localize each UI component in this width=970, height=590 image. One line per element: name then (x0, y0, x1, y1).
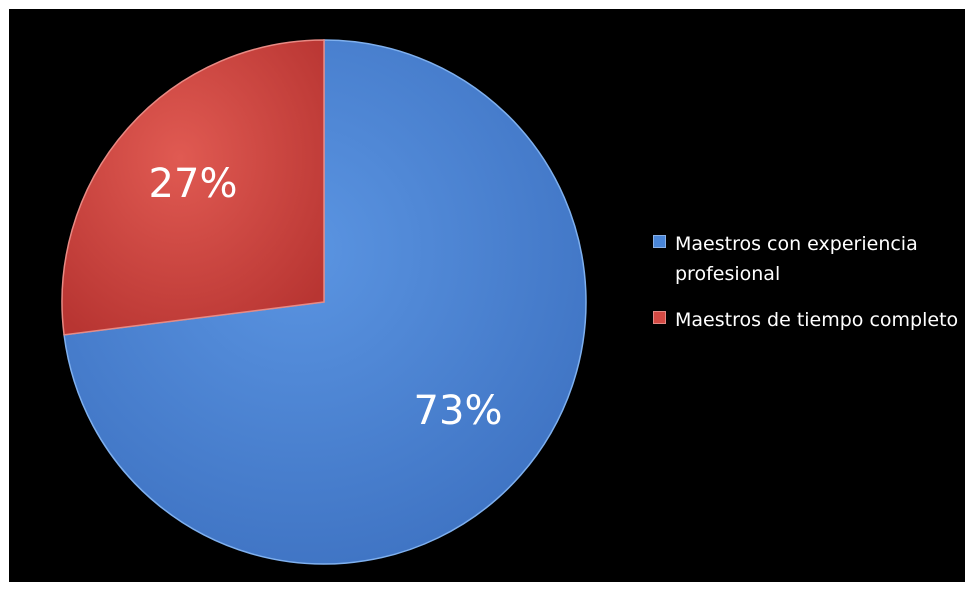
legend-item-tiempo-completo: Maestros de tiempo completo (651, 305, 965, 335)
pie-slice-tiempo-completo (61, 39, 325, 336)
legend-item-experiencia: Maestros con experiencia profesional (651, 229, 965, 289)
data-label-tiempo-completo: 27% (149, 161, 238, 207)
pie-slice-experiencia (63, 39, 587, 565)
chart-area: 73% 27% Maestros con experiencia profesio… (9, 9, 965, 582)
legend-swatch-red (653, 311, 666, 324)
legend-swatch-blue (653, 235, 666, 248)
pie-chart: 73% 27% (61, 39, 587, 565)
legend: Maestros con experiencia profesional Mae… (651, 229, 965, 351)
legend-label-experiencia: Maestros con experiencia profesional (675, 233, 918, 285)
data-label-experiencia: 73% (414, 388, 503, 434)
legend-label-tiempo-completo: Maestros de tiempo completo (675, 309, 959, 331)
